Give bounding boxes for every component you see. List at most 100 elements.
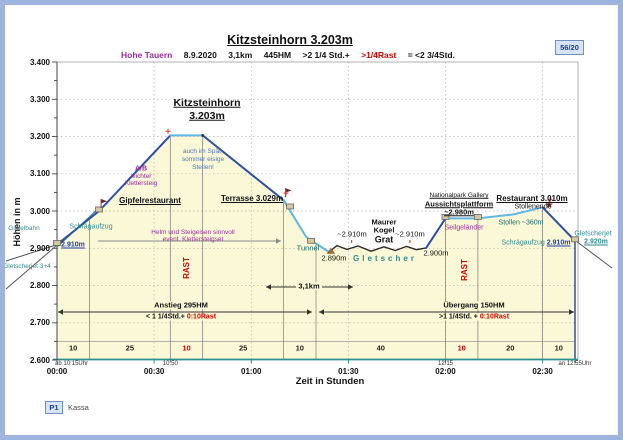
restaurant-label: Restaurant 3.010m xyxy=(496,194,568,203)
klettersteig-grade-label: A/B xyxy=(134,165,148,173)
profile-segment-descent-to-tunnel xyxy=(282,199,330,253)
gletscherjet-34-label: Gletscherjet 3+4 xyxy=(3,262,51,270)
elevation-gain-value: 445HM xyxy=(263,50,292,60)
section-duration-label: 25 xyxy=(125,343,135,353)
nationalpark-gallery-label: Nationalpark Gallery xyxy=(429,191,489,199)
summit-label-line1: Kitzsteinhorn xyxy=(173,96,241,109)
station-marker xyxy=(441,213,450,220)
rast-2-label: RAST xyxy=(460,259,469,281)
axis-time-note: ab 10:15Uhr xyxy=(55,361,89,367)
y-tick-label: 2.700 xyxy=(29,318,50,328)
profile-segment-schraegaufzug-descent xyxy=(541,206,576,242)
y-axis-title: Höhen in m xyxy=(12,197,22,247)
elev-2920-label: 2.920m xyxy=(584,238,608,246)
schraegaufzug-start-label: Schrägaufzug xyxy=(69,223,113,231)
station-marker xyxy=(307,237,316,244)
footer-note: P1 Kassa xyxy=(45,401,89,414)
maurer-label: Maurer xyxy=(371,217,397,227)
elev-2890-label: 2.890m xyxy=(321,253,347,263)
x-tick-label: 02:00 xyxy=(435,366,456,376)
region-label: Hohe Tauern xyxy=(121,50,173,60)
helmet-note-2: event. Klettersteigset xyxy=(162,235,224,243)
klettersteig-note-1: leichter xyxy=(130,172,152,180)
page-title: Kitzsteinhorn 3.203m xyxy=(227,33,353,47)
start-elev-label: 2.910m xyxy=(61,241,85,249)
y-tick-label: 2.800 xyxy=(29,281,50,290)
y-tick-label: 2.900 xyxy=(29,243,50,253)
kogel-label: Kogel xyxy=(373,225,395,235)
section-duration-label: 10 xyxy=(554,343,563,353)
late-summer-ice-note-3: Stellen! xyxy=(192,163,214,171)
anstieg-label-1: Anstieg 295HM xyxy=(152,300,210,310)
gipfelbahn-lift-line xyxy=(5,244,57,262)
station-marker xyxy=(286,203,295,210)
x-tick-label: 00:00 xyxy=(46,366,68,376)
y-tick-label: 3.000 xyxy=(29,206,50,216)
x-tick-label: 01:30 xyxy=(338,366,359,376)
station-marker xyxy=(473,213,482,220)
flag-marker xyxy=(285,188,292,193)
station-marker xyxy=(95,206,103,213)
helmet-note-1: Helm und Steigeisen sinnvoll xyxy=(151,228,235,236)
distance-value: 3,1km xyxy=(228,50,253,60)
x-tick-label: 02:30 xyxy=(532,366,553,376)
flag-marker xyxy=(101,199,108,204)
x-axis-title: Zeit in Stunden xyxy=(295,376,365,387)
y-tick-label: 3.200 xyxy=(29,132,50,141)
total-time-value: = <2 3/4Std. xyxy=(407,50,455,60)
y-tick-label: 3.400 xyxy=(29,57,50,67)
uebergang-label-2: >1 1/4Std. + 0:10Rast xyxy=(436,313,512,321)
distance-label: 3,1km xyxy=(296,281,322,291)
gletscherjet-34-lift-line xyxy=(5,245,57,290)
page-number-badge: 56/20 xyxy=(555,40,584,55)
date-label: 8.9.2020 xyxy=(183,50,217,60)
y-tick-label: 3.100 xyxy=(29,169,50,179)
parking-badge: P1 xyxy=(45,401,63,414)
elev-2910-grat-left: ~2.910m xyxy=(337,229,367,239)
arrow-head xyxy=(58,309,63,315)
klettersteig-note-2: Klettersteig xyxy=(124,179,158,187)
profile-segment-maurer-kogel-grat xyxy=(328,244,427,253)
y-tick-label: 3.300 xyxy=(29,94,50,104)
section-duration-label: 10 xyxy=(457,343,466,353)
section-duration-label: 20 xyxy=(506,343,515,353)
arrow-head xyxy=(307,309,312,315)
restaurant-star-marker: ★ xyxy=(545,200,554,211)
rast-1-label: RAST xyxy=(182,257,191,279)
seilgelaender-label: Seilgeländer xyxy=(444,224,484,232)
profile-segment-plattform-and-stollen xyxy=(444,206,544,220)
station-marker xyxy=(571,236,579,243)
gipfelrestaurant-label: Gipfelrestaurant xyxy=(119,196,181,205)
stollenende-label: Stollenende xyxy=(514,203,552,211)
uebergang-label-1: Übergang 150HM xyxy=(441,300,507,310)
arrow-head xyxy=(569,309,574,315)
late-summer-ice-note-1: auch im Spät- xyxy=(182,147,224,155)
elev-2900-label: 2.900m xyxy=(423,248,449,258)
section-duration-label: 10 xyxy=(182,343,191,353)
terrasse-label: Terrasse 3.029m xyxy=(220,194,284,203)
tour-summary-line: Hohe Tauern 8.9.2020 3,1km 445HM >2 1/4 … xyxy=(121,50,455,60)
tunnel-label: Tunnel xyxy=(296,243,320,253)
gletscherjet-end-lift-line xyxy=(575,240,613,269)
section-duration-label: 10 xyxy=(295,343,304,353)
elev-2980-label: ~2.980m xyxy=(444,207,474,217)
section-duration-label: 10 xyxy=(69,343,78,353)
low-point-marker xyxy=(326,247,335,254)
station-marker xyxy=(53,240,61,246)
plateau-end-dot xyxy=(201,134,205,137)
rast-time-value: >1/4Rast xyxy=(361,50,397,60)
schraegaufzug-end-label: Schrägaufzug 2.910m xyxy=(501,239,571,247)
profile-segment-climb-to-plattform xyxy=(425,217,447,249)
arrow-head xyxy=(276,238,281,244)
arrow-head xyxy=(319,309,324,315)
elev-2910-grat-right: ~2.910m xyxy=(395,229,425,239)
section-duration-label: 40 xyxy=(376,343,385,353)
x-tick-label: 01:00 xyxy=(241,366,262,376)
axis-time-note: 12:15 xyxy=(437,361,454,367)
axis-time-note: 10:50 xyxy=(162,361,178,367)
aussichtsplattform-label: Aussichtsplattform xyxy=(424,199,494,209)
summit-label-line2: 3.203m xyxy=(189,109,225,122)
late-summer-ice-note-2: sommer eisige xyxy=(181,155,225,163)
walk-time-value: >2 1/4 Std.+ xyxy=(302,50,350,60)
